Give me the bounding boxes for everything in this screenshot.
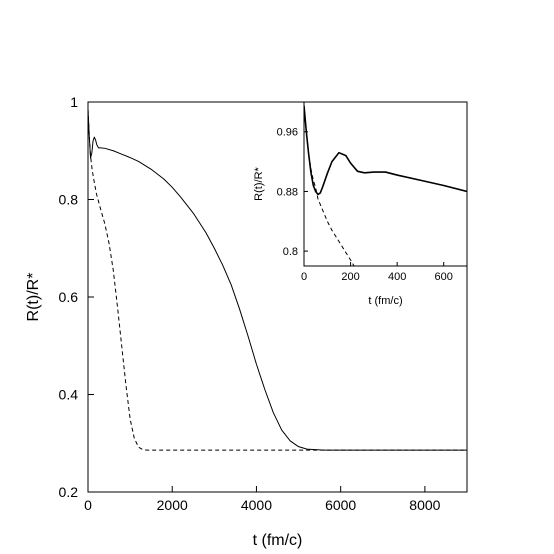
inset-series-dashed-line (304, 105, 355, 266)
inset-series-group (304, 105, 467, 266)
main-x-tick-label: 2000 (157, 497, 188, 513)
inset-x-tick-label: 200 (341, 271, 359, 283)
inset-plot: 0 200 400 600 0.8 0.88 0.96 t (fm/c) R(t)/R* (253, 101, 468, 307)
main-x-tick-label: 4000 (241, 497, 272, 513)
inset-y-tick-label: 0.88 (277, 186, 298, 198)
main-series-dashed-line (88, 109, 467, 451)
main-y-tick-label: 1 (70, 94, 78, 110)
inset-x-axis-label: t (fm/c) (368, 295, 402, 307)
inset-axis-ticks: 0 200 400 600 0.8 0.88 0.96 (277, 127, 453, 283)
inset-y-tick-label: 0.8 (283, 246, 298, 258)
main-y-tick-label: 0.2 (59, 484, 79, 500)
main-y-axis-label: R(t)/R* (25, 273, 42, 322)
main-x-tick-label: 6000 (325, 497, 356, 513)
main-x-tick-label: 8000 (409, 497, 440, 513)
inset-series-solid-line (304, 105, 467, 196)
inset-x-tick-label: 600 (435, 271, 453, 283)
main-x-tick-label: 0 (84, 497, 92, 513)
main-y-tick-label: 0.4 (59, 386, 79, 402)
inset-plot-frame (303, 101, 468, 267)
inset-y-tick-label: 0.96 (277, 127, 298, 139)
main-y-tick-label: 0.8 (59, 191, 79, 207)
inset-y-axis-label: R(t)/R* (253, 166, 265, 200)
inset-x-tick-label: 400 (388, 271, 406, 283)
main-x-axis-label: t (fm/c) (253, 532, 303, 549)
inset-x-tick-label: 0 (301, 271, 307, 283)
main-series-solid-line (88, 109, 467, 451)
main-y-tick-label: 0.6 (59, 289, 79, 305)
main-series-group (88, 109, 467, 451)
